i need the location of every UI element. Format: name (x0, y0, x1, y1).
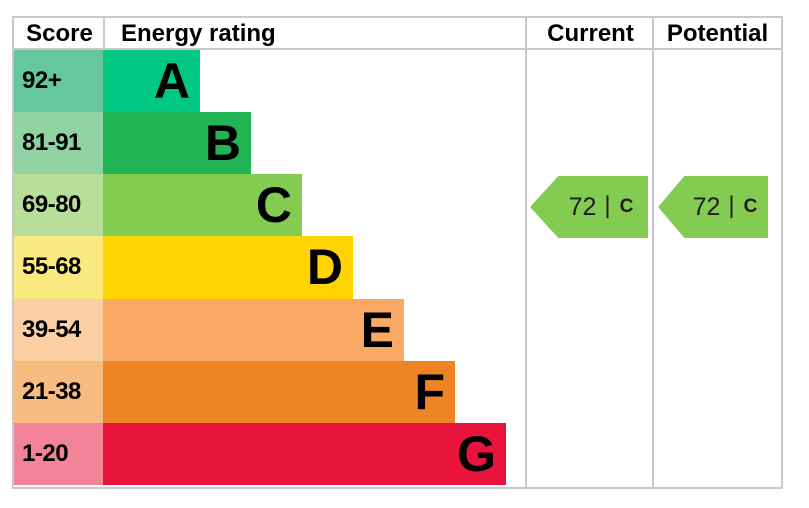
band-row-e: 39-54 E (14, 298, 781, 361)
band-row-g: 1-20 G (14, 422, 781, 485)
rating-letter: F (414, 363, 445, 420)
band-row-f: 21-38 F (14, 360, 781, 423)
score-column-header: Score (26, 20, 93, 47)
score-cell-f: 21-38 (14, 360, 103, 423)
band-row-a: 92+ A (14, 50, 781, 113)
table-header-row: Score Energy rating Current Potential (14, 18, 781, 50)
band-row-c: 69-80 C (14, 174, 781, 237)
rating-letter: D (306, 239, 343, 296)
potential-score-value: 72 (692, 192, 721, 221)
rating-bar-e: E (103, 298, 404, 361)
score-range-label: 69-80 (22, 191, 81, 219)
rating-bar-c: C (103, 174, 302, 237)
score-cell-c: 69-80 (14, 174, 103, 237)
current-band-letter: C (619, 196, 634, 217)
score-cell-b: 81-91 (14, 112, 103, 175)
potential-column-header: Potential (666, 20, 769, 47)
band-rows: 92+ A 81-91 B 69-80 C (14, 50, 781, 485)
band-row-b: 81-91 B (14, 112, 781, 175)
band-row-d: 55-68 D (14, 236, 781, 299)
score-range-label: 39-54 (22, 315, 81, 343)
score-range-label: 81-91 (22, 129, 81, 157)
epc-table: Score Energy rating Current Potential 92… (12, 16, 783, 489)
rating-letter: G (457, 425, 496, 482)
rating-bar-a: A (103, 50, 200, 113)
rating-letter: A (153, 53, 190, 110)
rating-letter: B (204, 115, 241, 172)
rating-bar-g: G (103, 422, 506, 485)
score-cell-e: 39-54 (14, 298, 103, 361)
score-cell-g: 1-20 (14, 422, 103, 485)
rating-bar-b: B (103, 112, 251, 175)
current-score-value: 72 (568, 192, 597, 221)
score-range-label: 1-20 (22, 439, 69, 467)
potential-rating-arrow: 72 | C (658, 176, 768, 238)
score-band-separator: | (604, 192, 611, 219)
score-band-separator: | (728, 192, 735, 219)
current-rating-arrow: 72 | C (530, 176, 648, 238)
score-range-label: 55-68 (22, 253, 81, 281)
energy-rating-column-header: Energy rating (121, 20, 276, 47)
rating-letter: E (360, 301, 394, 358)
rating-letter: C (255, 177, 292, 234)
rating-bar-f: F (103, 360, 455, 423)
score-cell-d: 55-68 (14, 236, 103, 299)
potential-column-divider (652, 18, 654, 487)
current-column-divider (525, 18, 527, 487)
rating-bar-d: D (103, 236, 353, 299)
potential-band-letter: C (743, 196, 758, 217)
current-column-header: Current (547, 20, 634, 47)
score-cell-a: 92+ (14, 50, 103, 113)
score-range-label: 21-38 (22, 377, 81, 405)
score-header-divider (103, 18, 105, 50)
score-range-label: 92+ (22, 67, 62, 95)
